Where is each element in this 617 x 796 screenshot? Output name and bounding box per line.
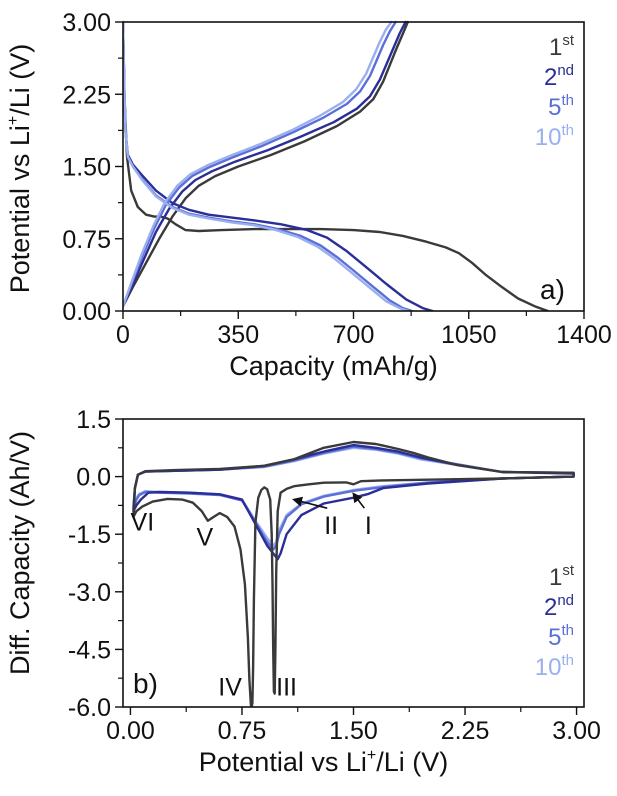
y-tick-label: -6.0 bbox=[68, 694, 111, 722]
x-axis-label: Potential vs Li+/Li (V) bbox=[199, 747, 448, 777]
legend-entry: 5th bbox=[548, 622, 574, 651]
y-tick-label: 0.75 bbox=[62, 226, 111, 254]
x-tick-label: 0 bbox=[116, 321, 130, 349]
panel-b-diff-capacity-plot: 0.00 0.75 1.50 2.25 3.00 1.5 0.0 -1.5 -3.0 -4.5 -6… bbox=[5, 406, 601, 777]
peak-label-ii: II bbox=[324, 512, 338, 540]
series-group bbox=[132, 440, 575, 707]
x-tick-label: 350 bbox=[217, 321, 259, 349]
peak-label-i: I bbox=[365, 512, 372, 540]
y-axis-label: Potential vs Li+/Li (V) bbox=[5, 44, 35, 293]
y-axis-label: Diff. Capacity (Ah/V) bbox=[5, 431, 35, 675]
legend-entry: 5th bbox=[548, 92, 574, 121]
x-tick-label: 700 bbox=[333, 321, 375, 349]
peak-arrow-ii bbox=[292, 496, 328, 509]
x-tick-label: 2.25 bbox=[441, 717, 490, 745]
y-tick-label: -1.5 bbox=[68, 521, 111, 549]
y-tick-label: 2.25 bbox=[62, 81, 111, 109]
peak-label-v: V bbox=[196, 524, 213, 552]
x-tick-label: 1.50 bbox=[329, 717, 378, 745]
series-line-10th-charge bbox=[123, 20, 393, 308]
series-line-10th-discharge bbox=[123, 20, 409, 311]
y-tick-label: 0.0 bbox=[76, 464, 111, 492]
series-line-1st bbox=[132, 440, 575, 707]
peak-arrow-i bbox=[352, 492, 366, 509]
x-tick-label: 1400 bbox=[556, 321, 612, 349]
legend-entry: 1st bbox=[549, 562, 575, 591]
x-axis-label: Capacity (mAh/g) bbox=[229, 351, 438, 381]
y-tick-label: 1.5 bbox=[76, 406, 111, 434]
x-tick-label: 0.75 bbox=[218, 717, 267, 745]
legend-entry: 2nd bbox=[544, 592, 574, 621]
peak-label-vi: VI bbox=[131, 508, 155, 536]
panel-label: a) bbox=[540, 274, 565, 305]
series-line-1st-discharge bbox=[123, 20, 549, 311]
series-line-2nd-charge bbox=[123, 20, 407, 308]
peak-label-iii: III bbox=[276, 673, 297, 701]
y-tick-label: 3.00 bbox=[62, 9, 111, 37]
x-tick-label: 1050 bbox=[441, 321, 497, 349]
y-tick-label: -4.5 bbox=[68, 636, 111, 664]
legend-entry: 2nd bbox=[544, 62, 574, 91]
legend-entry: 10th bbox=[535, 652, 574, 681]
peak-label-iv: IV bbox=[218, 673, 242, 701]
y-tick-label: 0.00 bbox=[62, 298, 111, 326]
panel-a-capacity-plot: 0 350 700 1050 1400 0.00 0.75 1.50 2.25 3.00 Capac… bbox=[5, 9, 612, 381]
plot-frame bbox=[122, 418, 585, 708]
series-line-5th-charge bbox=[123, 20, 397, 308]
panel-label: b) bbox=[133, 668, 158, 699]
series-line-1st-charge bbox=[123, 20, 409, 308]
series-group bbox=[123, 20, 549, 311]
x-tick-label: 0.00 bbox=[106, 717, 155, 745]
x-tick-label: 3.00 bbox=[552, 717, 601, 745]
y-tick-label: 1.50 bbox=[62, 154, 111, 182]
legend-entry: 1st bbox=[549, 32, 575, 61]
plot-frame bbox=[122, 21, 585, 312]
y-tick-label: -3.0 bbox=[68, 579, 111, 607]
legend-entry: 10th bbox=[535, 122, 574, 151]
